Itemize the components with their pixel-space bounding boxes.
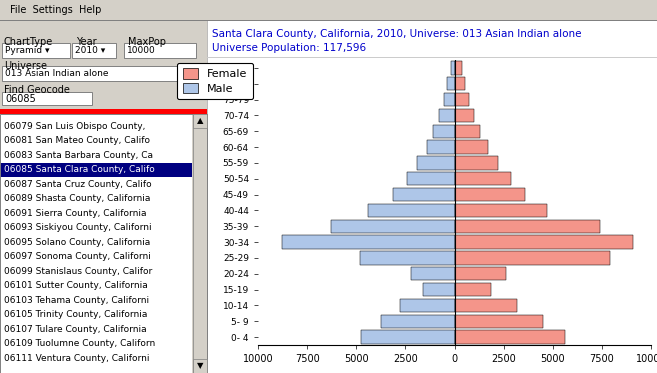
Bar [2,66,195,81]
Bar [0,163,192,177]
Bar [368,204,455,217]
Text: 06085: 06085 [5,94,35,103]
Text: 06083 Santa Barbara County, Ca: 06083 Santa Barbara County, Ca [4,151,153,160]
Bar [330,220,455,233]
Bar [455,314,543,328]
Bar [447,77,455,90]
Bar [455,283,491,296]
Bar [455,251,610,264]
Bar [455,172,512,185]
Bar [455,77,464,90]
Bar [455,93,468,106]
Text: 06093 Siskiyou County, Californi: 06093 Siskiyou County, Californi [4,223,152,232]
Text: 06099 Stanislaus County, Califor: 06099 Stanislaus County, Califor [4,267,152,276]
Text: 06089 Shasta County, California: 06089 Shasta County, California [4,194,150,203]
Text: Santa Clara County, California, 2010, Universe: 013 Asian Indian alone: Santa Clara County, California, 2010, Un… [212,29,581,39]
Bar [0,0,657,20]
Bar [2,43,70,58]
Text: 06097 Sonoma County, Californi: 06097 Sonoma County, Californi [4,252,151,261]
Text: 06109 Tuolumne County, Californ: 06109 Tuolumne County, Californ [4,339,155,348]
Text: MaxPop: MaxPop [128,37,166,47]
Bar [0,20,657,21]
Bar [401,299,455,312]
Bar [455,61,462,75]
Text: Find Geocode: Find Geocode [4,85,70,95]
Text: Universe: Universe [4,61,47,71]
Bar [282,235,455,249]
Bar [417,156,455,170]
Text: 06087 Santa Cruz County, Califo: 06087 Santa Cruz County, Califo [4,180,152,189]
Bar [207,20,657,373]
Bar [393,188,455,201]
Bar [455,109,474,122]
Bar [439,109,455,122]
Bar [72,43,116,58]
Bar [193,114,207,373]
Text: 06107 Tulare County, California: 06107 Tulare County, California [4,325,147,334]
Bar [2,92,92,105]
Bar [193,114,207,128]
Bar [455,140,488,154]
Bar [455,235,633,249]
Bar [361,330,455,344]
Bar [360,251,455,264]
Bar [455,125,480,138]
Bar [407,172,455,185]
Text: File  Settings  Help: File Settings Help [10,5,101,15]
Bar [381,314,455,328]
Bar [423,283,455,296]
Legend: Female, Male: Female, Male [177,63,253,99]
Text: 06111 Ventura County, Californi: 06111 Ventura County, Californi [4,354,150,363]
Bar [455,330,564,344]
Text: 06079 San Luis Obispo County,: 06079 San Luis Obispo County, [4,122,145,131]
Text: Year: Year [76,37,97,47]
Text: 06105 Trinity County, California: 06105 Trinity County, California [4,310,147,319]
Bar [455,156,498,170]
Bar [411,267,455,280]
Text: 013 Asian Indian alone: 013 Asian Indian alone [5,69,108,78]
Bar [444,93,455,106]
Text: 06091 Sierra County, California: 06091 Sierra County, California [4,209,147,218]
Bar [455,299,517,312]
Text: 06095 Solano County, California: 06095 Solano County, California [4,238,150,247]
Text: 06081 San Mateo County, Califo: 06081 San Mateo County, Califo [4,136,150,145]
Bar [124,43,196,58]
Text: 06101 Sutter County, California: 06101 Sutter County, California [4,281,148,290]
Bar [0,109,207,114]
Text: 06085 Santa Clara County, Califo: 06085 Santa Clara County, Califo [4,165,155,174]
Bar [207,57,657,58]
Text: 10000: 10000 [127,46,156,55]
Bar [0,20,207,373]
Text: Universe Population: 117,596: Universe Population: 117,596 [212,43,366,53]
Bar [455,220,600,233]
Bar [0,114,207,373]
Bar [0,114,192,373]
Text: ▲: ▲ [196,116,203,125]
Text: ▾: ▾ [191,69,195,78]
Bar [0,0,130,20]
Bar [451,61,455,75]
Bar [455,267,506,280]
Text: ▼: ▼ [196,361,203,370]
Text: 06103 Tehama County, Californi: 06103 Tehama County, Californi [4,296,149,305]
Bar [455,204,547,217]
Text: ChartType: ChartType [4,37,53,47]
Text: Pyramid ▾: Pyramid ▾ [5,46,49,55]
Text: 2010 ▾: 2010 ▾ [75,46,105,55]
Bar [433,125,455,138]
Bar [455,188,525,201]
Bar [427,140,455,154]
Bar [193,359,207,373]
